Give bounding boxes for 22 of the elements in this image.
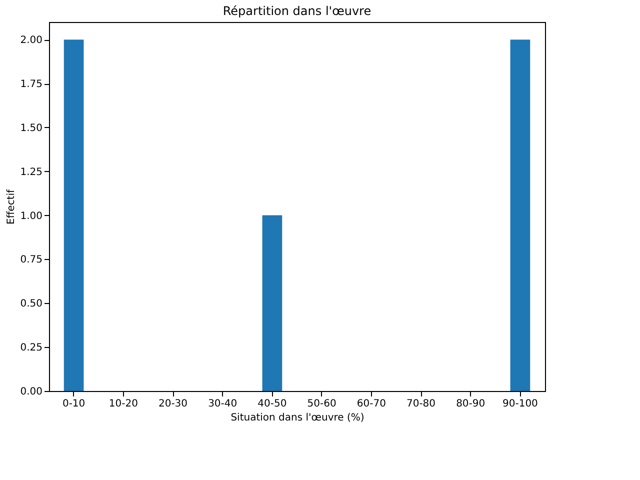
x-tick-label: 20-30 [158,398,188,410]
y-tick-label: 0.75 [20,254,42,266]
chart-title: Répartition dans l'œuvre [222,4,372,18]
x-tick-label: 10-20 [108,398,138,410]
x-tick-label: 90-100 [502,398,538,410]
y-tick-label: 1.00 [20,210,42,222]
y-axis-title: Effectif [6,188,18,225]
x-tick-label: 80-90 [456,398,486,410]
y-tick-label: 1.75 [20,79,42,90]
x-tick-label: 50-60 [307,398,336,410]
y-tick-label: 0.00 [20,386,42,398]
x-tick-label: 40-50 [258,398,287,410]
y-tick-label: 2.00 [20,35,42,46]
y-tick-label: 0.25 [20,342,42,354]
y-tick-label: 1.25 [20,166,42,178]
x-tick-label: 30-40 [208,398,238,410]
x-tick-label: 70-80 [406,398,436,410]
x-axis-title: Situation dans l'œuvre (%) [230,412,364,424]
x-tick-label: 0-10 [62,398,86,410]
y-tick-label: 0.50 [20,298,42,310]
x-tick-label: 60-70 [356,398,386,410]
y-tick-label: 1.50 [20,122,42,134]
